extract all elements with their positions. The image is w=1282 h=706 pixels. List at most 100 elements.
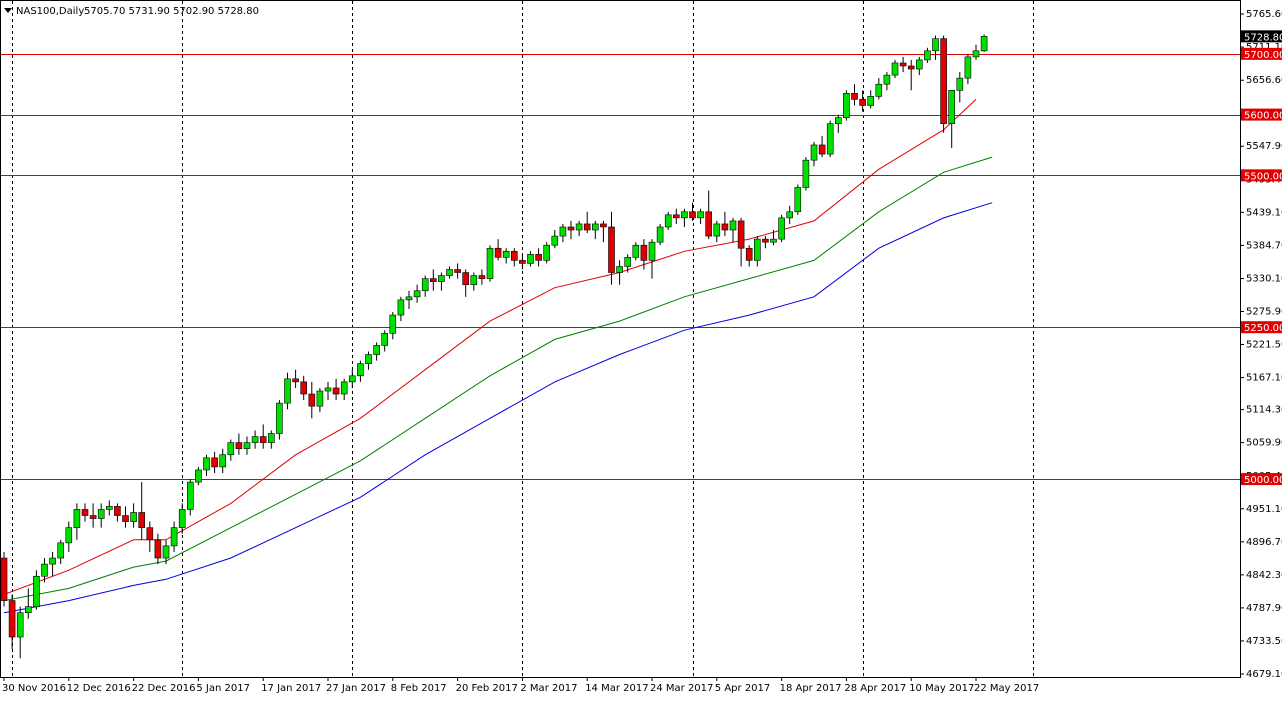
candle[interactable] [519,254,526,270]
candle[interactable] [608,211,615,285]
candle[interactable] [429,269,437,291]
candle[interactable] [65,521,73,552]
candle[interactable] [486,245,494,282]
candle[interactable] [162,539,170,565]
candle[interactable] [681,208,688,227]
candle[interactable] [81,503,89,522]
candle[interactable] [300,375,308,401]
candle[interactable] [891,59,899,79]
candle[interactable] [203,454,210,477]
candle[interactable] [640,239,648,270]
candle[interactable] [656,223,664,246]
candle[interactable] [187,479,194,516]
candle[interactable] [284,372,291,410]
candle[interactable] [843,90,850,121]
candle[interactable] [219,448,226,473]
candle[interactable] [462,269,470,297]
candle[interactable] [834,114,842,133]
candle[interactable] [348,369,356,388]
candle[interactable] [446,266,453,279]
candle[interactable] [292,369,299,388]
candle[interactable] [89,503,97,528]
candle[interactable] [559,223,567,243]
candle[interactable] [527,251,534,267]
candle[interactable] [924,47,931,63]
candle[interactable] [915,56,923,76]
candle[interactable] [624,254,632,273]
candle[interactable] [178,503,186,534]
candle[interactable] [235,433,243,455]
candle[interactable] [510,248,518,267]
candle[interactable] [705,190,713,240]
candle[interactable] [170,521,178,552]
candle[interactable] [365,351,372,370]
candle[interactable] [397,296,405,322]
candle[interactable] [494,239,502,261]
candle[interactable] [340,378,348,401]
candle[interactable] [859,90,866,112]
candle[interactable] [308,381,316,419]
candle[interactable] [753,236,761,267]
time-axis[interactable]: 30 Nov 2016 12 Dec 2016 22 Dec 2016 5 Jan 2… [2,677,1039,694]
candle[interactable] [276,400,283,440]
candle[interactable] [980,34,988,53]
candle[interactable] [243,436,251,455]
candle[interactable] [616,260,623,285]
candle[interactable] [543,242,551,264]
candle[interactable] [818,135,826,158]
candle[interactable] [114,503,121,522]
candle[interactable] [57,539,65,565]
candle[interactable] [713,220,721,243]
candle[interactable] [875,78,883,100]
candle[interactable] [73,503,81,540]
candle[interactable] [332,378,340,401]
candle[interactable] [778,214,785,243]
candle[interactable] [8,594,16,650]
candle[interactable] [470,272,478,291]
candle[interactable] [867,90,875,109]
candle[interactable] [24,588,32,619]
candle[interactable] [632,242,640,261]
candle[interactable] [41,558,48,583]
candle[interactable] [826,120,834,158]
candles-layer[interactable] [0,34,988,659]
candle[interactable] [0,551,8,607]
candle[interactable] [972,44,980,60]
candle[interactable] [940,35,947,133]
candle[interactable] [932,35,939,60]
candle[interactable] [195,466,202,486]
candle[interactable] [762,236,769,249]
candle[interactable] [227,439,235,461]
candle[interactable] [575,220,583,237]
candle[interactable] [583,211,591,234]
candle[interactable] [964,53,972,85]
candle[interactable] [130,503,137,528]
candle[interactable] [211,451,218,473]
candle[interactable] [454,263,461,279]
candle[interactable] [600,220,607,243]
candle[interactable] [97,503,105,528]
candle[interactable] [106,500,113,516]
candle[interactable] [697,208,704,224]
candle[interactable] [478,269,486,285]
candle[interactable] [33,570,40,610]
candle[interactable] [689,202,696,221]
candle[interactable] [259,424,267,449]
candle[interactable] [122,506,129,528]
candle[interactable] [405,290,413,309]
candle[interactable] [567,220,575,240]
candle[interactable] [591,220,599,240]
candle[interactable] [146,521,154,552]
candle[interactable] [956,72,964,103]
candle[interactable] [357,360,364,382]
candle[interactable] [316,387,324,413]
candle[interactable] [810,141,818,167]
candle[interactable] [664,211,672,231]
candle[interactable] [745,245,753,267]
candle[interactable] [648,239,656,279]
candle[interactable] [373,342,380,361]
candle[interactable] [535,248,542,267]
candle[interactable] [251,430,259,449]
